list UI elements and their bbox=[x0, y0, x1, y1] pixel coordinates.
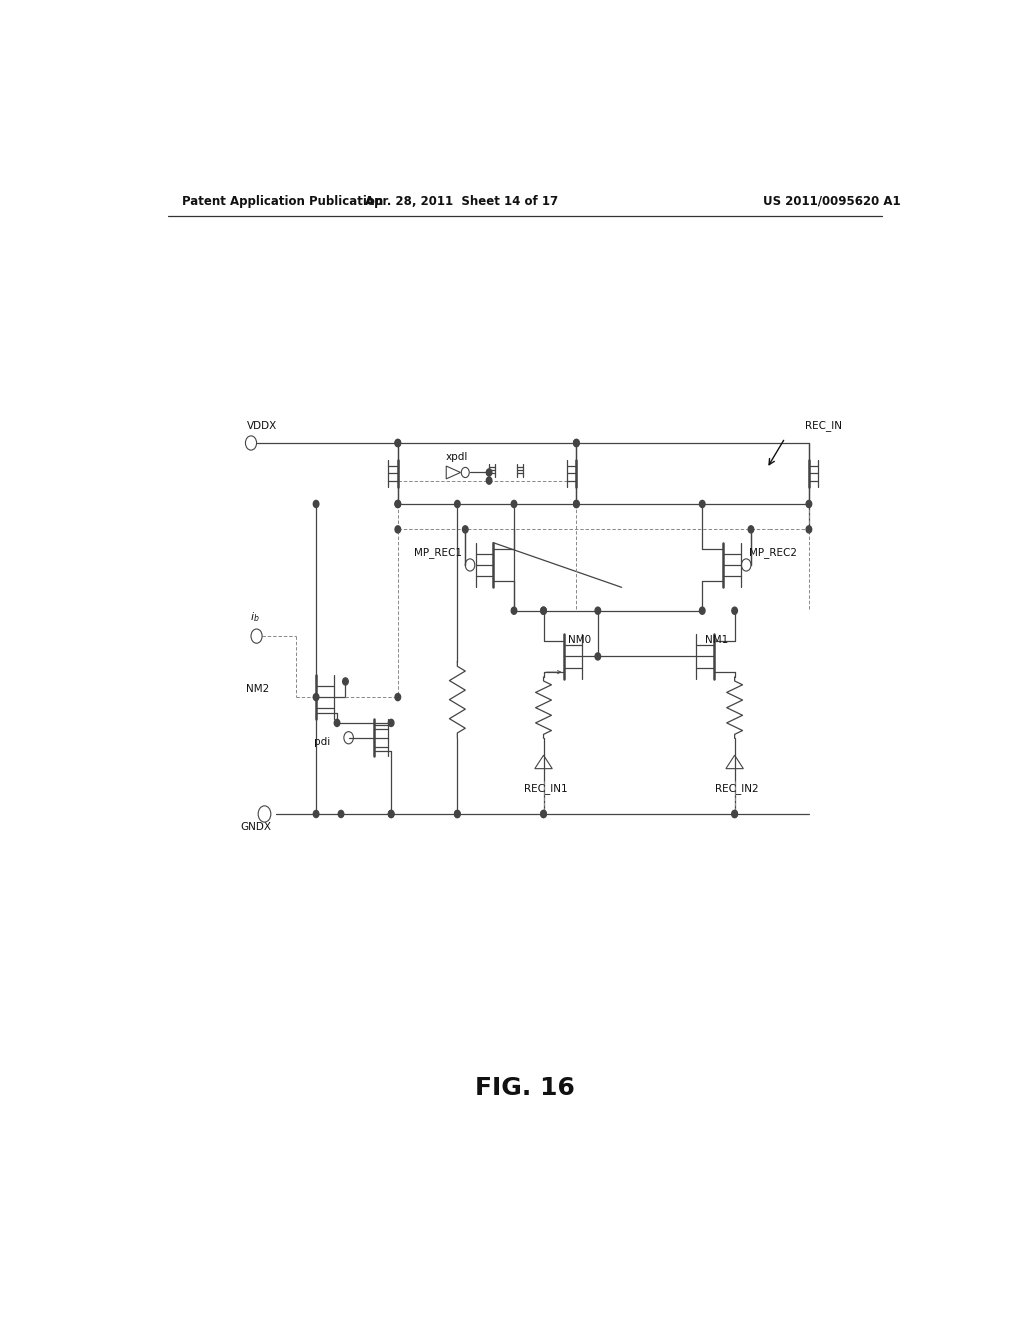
Circle shape bbox=[806, 525, 812, 533]
Circle shape bbox=[541, 607, 547, 614]
Circle shape bbox=[395, 500, 400, 507]
Text: Patent Application Publication: Patent Application Publication bbox=[182, 194, 383, 207]
Circle shape bbox=[573, 440, 580, 446]
Circle shape bbox=[395, 440, 400, 446]
Text: NM1: NM1 bbox=[705, 635, 728, 645]
Circle shape bbox=[541, 810, 547, 817]
Circle shape bbox=[463, 525, 468, 533]
Circle shape bbox=[343, 678, 348, 685]
Circle shape bbox=[732, 607, 737, 614]
Circle shape bbox=[313, 693, 318, 701]
Circle shape bbox=[541, 607, 547, 614]
Text: FIG. 16: FIG. 16 bbox=[475, 1076, 574, 1101]
Circle shape bbox=[595, 607, 601, 614]
Circle shape bbox=[699, 500, 706, 507]
Circle shape bbox=[806, 500, 812, 507]
Circle shape bbox=[338, 810, 344, 817]
Circle shape bbox=[699, 607, 706, 614]
Text: NM0: NM0 bbox=[568, 635, 592, 645]
Circle shape bbox=[573, 440, 580, 446]
Text: pdi: pdi bbox=[314, 737, 331, 747]
Circle shape bbox=[573, 500, 580, 507]
Circle shape bbox=[334, 719, 340, 726]
Circle shape bbox=[732, 810, 737, 817]
Circle shape bbox=[486, 469, 492, 477]
Circle shape bbox=[388, 719, 394, 726]
Circle shape bbox=[732, 810, 737, 817]
Circle shape bbox=[455, 500, 460, 507]
Circle shape bbox=[388, 810, 394, 817]
Circle shape bbox=[395, 440, 400, 446]
Circle shape bbox=[313, 500, 318, 507]
Text: US 2011/0095620 A1: US 2011/0095620 A1 bbox=[763, 194, 900, 207]
Text: REC_IN2: REC_IN2 bbox=[715, 783, 759, 795]
Circle shape bbox=[749, 525, 754, 533]
Circle shape bbox=[541, 810, 547, 817]
Circle shape bbox=[313, 810, 318, 817]
Circle shape bbox=[511, 607, 517, 614]
Circle shape bbox=[486, 477, 492, 484]
Text: MP_REC1: MP_REC1 bbox=[415, 548, 463, 558]
Circle shape bbox=[388, 810, 394, 817]
Circle shape bbox=[395, 500, 400, 507]
Circle shape bbox=[455, 810, 460, 817]
Circle shape bbox=[395, 693, 400, 701]
Text: Apr. 28, 2011  Sheet 14 of 17: Apr. 28, 2011 Sheet 14 of 17 bbox=[365, 194, 558, 207]
Text: MP_REC2: MP_REC2 bbox=[750, 548, 798, 558]
Text: $i_b$: $i_b$ bbox=[250, 610, 260, 624]
Circle shape bbox=[573, 500, 580, 507]
Text: REC_IN1: REC_IN1 bbox=[523, 783, 567, 795]
Circle shape bbox=[595, 653, 601, 660]
Circle shape bbox=[511, 500, 517, 507]
Text: NM2: NM2 bbox=[246, 684, 269, 694]
Circle shape bbox=[395, 525, 400, 533]
Text: REC_IN: REC_IN bbox=[805, 420, 842, 430]
Text: xpdl: xpdl bbox=[446, 453, 469, 462]
Text: GNDX: GNDX bbox=[241, 822, 271, 833]
Text: VDDX: VDDX bbox=[247, 421, 278, 430]
Circle shape bbox=[455, 810, 460, 817]
